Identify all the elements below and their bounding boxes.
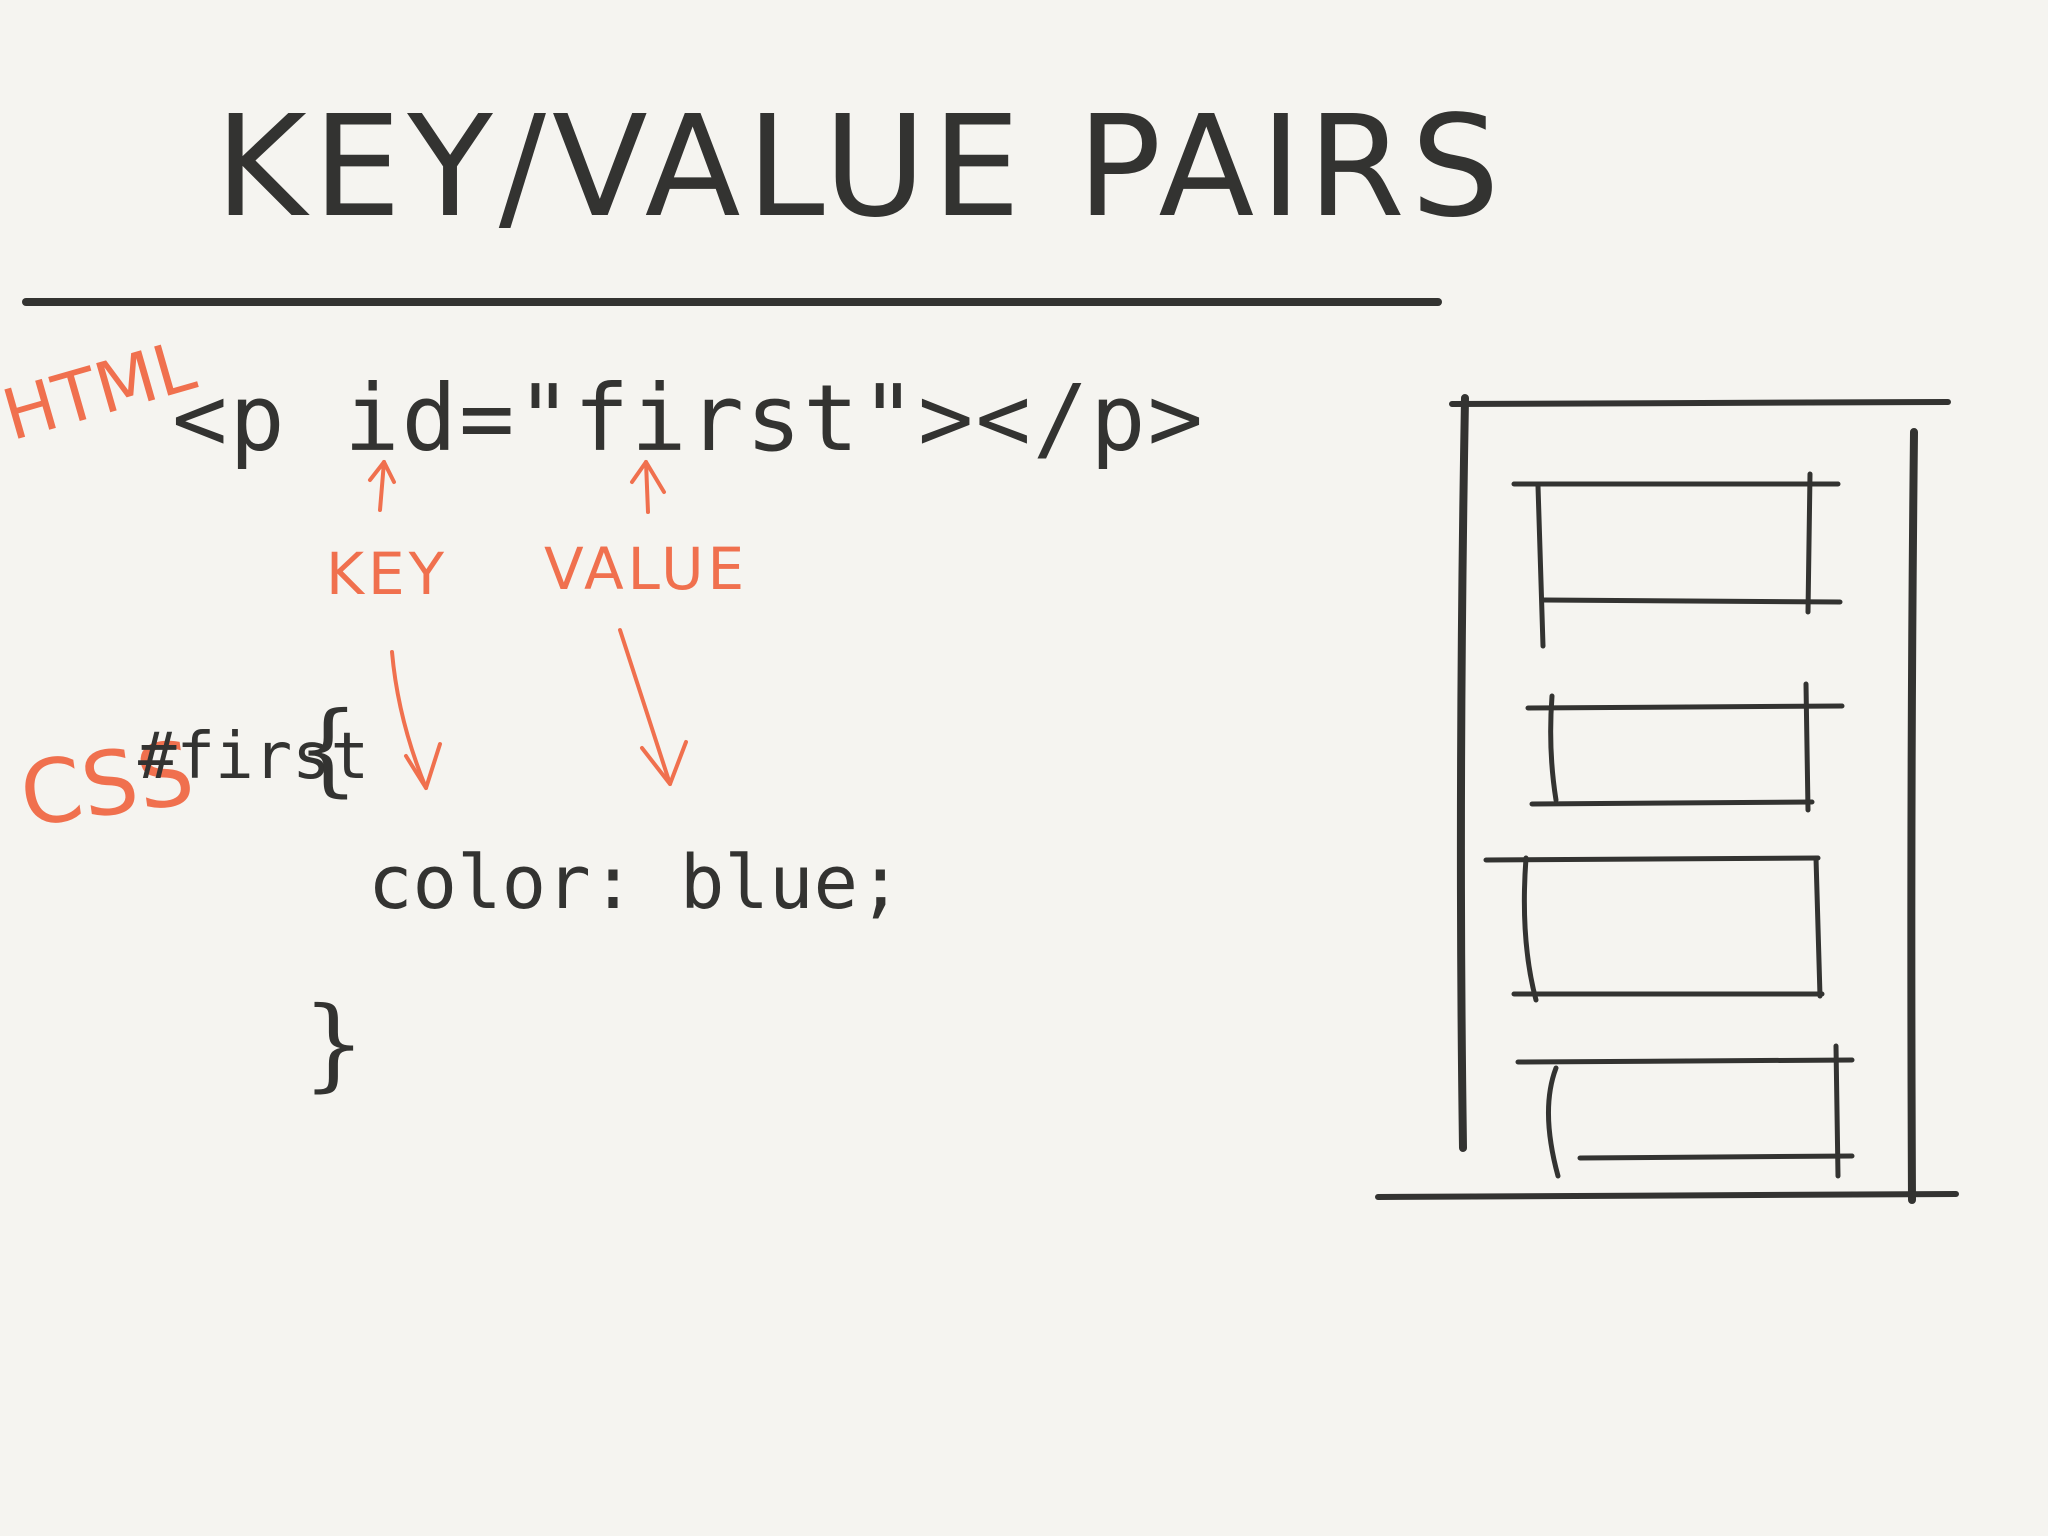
css-declaration: color: blue; bbox=[368, 840, 903, 926]
book-1 bbox=[1511, 471, 1843, 649]
value-pointer-arrow bbox=[630, 460, 666, 514]
css-selector: #first bbox=[138, 720, 370, 794]
key-down-arrow bbox=[390, 650, 442, 790]
value-down-arrow bbox=[618, 628, 688, 786]
title: KEY/VALUE PAIRS bbox=[215, 86, 1506, 249]
key-pointer-arrow bbox=[368, 460, 396, 512]
html-code-line: <p id="first"></p> bbox=[172, 365, 1205, 472]
book-3 bbox=[1483, 855, 1825, 1003]
title-underline bbox=[22, 298, 1442, 306]
bookshelf-right-side bbox=[1907, 428, 1918, 1204]
value-label: VALUE bbox=[544, 535, 749, 603]
css-open-brace: { bbox=[296, 690, 360, 807]
book-2 bbox=[1525, 681, 1845, 813]
key-label: KEY bbox=[326, 540, 449, 608]
book-4 bbox=[1515, 1043, 1855, 1179]
bookshelf-base bbox=[1375, 1191, 1959, 1200]
bookshelf-left-side bbox=[1456, 394, 1469, 1152]
css-close-brace: } bbox=[302, 985, 366, 1102]
bookshelf-sketch bbox=[1375, 394, 1959, 1204]
bookshelf-top bbox=[1449, 399, 1951, 407]
